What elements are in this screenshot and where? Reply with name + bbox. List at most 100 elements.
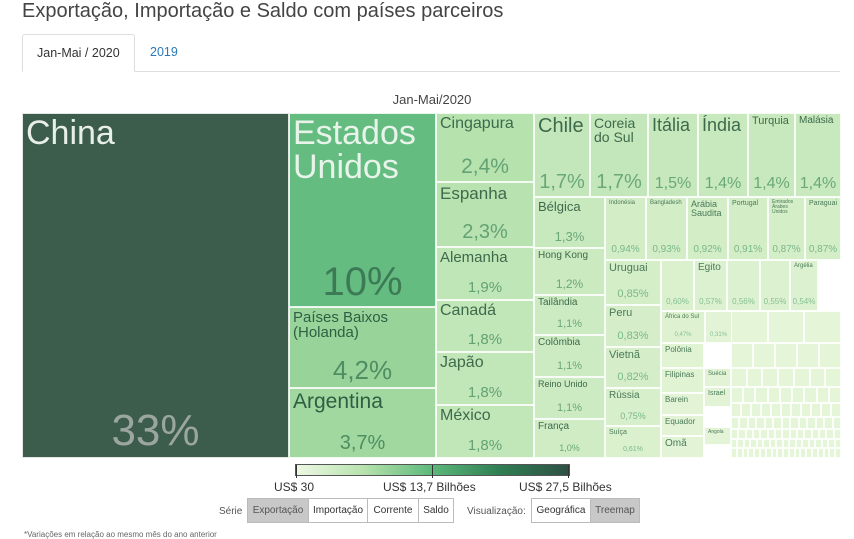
treemap-cell-small[interactable] (835, 448, 841, 458)
serie-exportacao-button[interactable]: Exportação (247, 498, 309, 523)
treemap-cell-small[interactable] (817, 387, 829, 403)
treemap-cell[interactable]: Egito0,57% (694, 260, 727, 311)
treemap-cell-small[interactable] (765, 417, 773, 429)
treemap-cell[interactable]: Reino Unido1,1% (534, 377, 605, 419)
treemap-cell-small[interactable] (812, 429, 819, 439)
treemap-cell[interactable]: Japão1,8% (436, 352, 534, 405)
treemap-cell-small[interactable] (783, 439, 789, 448)
treemap-cell-small[interactable] (829, 387, 841, 403)
treemap-cell-small[interactable] (771, 403, 781, 417)
treemap-cell[interactable]: Equador (661, 415, 704, 436)
treemap-cell[interactable]: Bangladesh0,93% (646, 197, 687, 260)
treemap-cell[interactable]: Colômbia1,1% (534, 335, 605, 377)
treemap-cell-small[interactable] (731, 311, 768, 343)
treemap-cell-small[interactable] (731, 387, 743, 403)
treemap-cell[interactable]: Chile1,7% (534, 113, 590, 197)
treemap-cell[interactable]: Índia1,4% (698, 113, 748, 197)
treemap-cell-small[interactable] (751, 403, 761, 417)
treemap-cell-small[interactable] (731, 429, 738, 439)
treemap-cell-small[interactable] (782, 429, 789, 439)
treemap-cell[interactable]: Turquia1,4% (748, 113, 795, 197)
treemap-cell[interactable]: Estados Unidos10% (289, 113, 436, 307)
treemap-cell-small[interactable] (731, 343, 753, 368)
treemap-cell-small[interactable] (755, 387, 767, 403)
treemap-cell[interactable]: Omã (661, 436, 704, 458)
treemap-cell[interactable]: Tailândia1,1% (534, 295, 605, 335)
treemap-cell-small[interactable] (762, 368, 778, 387)
treemap-cell[interactable]: Uruguai0,85% (605, 260, 661, 305)
treemap-cell-small[interactable] (835, 439, 841, 448)
treemap-cell[interactable]: Polônia (661, 343, 704, 368)
treemap-cell[interactable]: México1,8% (436, 405, 534, 458)
treemap-cell[interactable]: Cingapura2,4% (436, 113, 534, 182)
treemap-cell-small[interactable] (780, 387, 792, 403)
treemap-cell[interactable]: Arábia Saudita0,92% (687, 197, 728, 260)
treemap-cell[interactable]: Argentina3,7% (289, 388, 436, 458)
treemap-cell[interactable]: Hong Kong1,2% (534, 248, 605, 295)
serie-corrente-button[interactable]: Corrente (367, 498, 419, 523)
treemap-cell-small[interactable] (834, 429, 841, 439)
serie-importacao-button[interactable]: Importação (308, 498, 368, 523)
treemap-cell-small[interactable] (747, 368, 763, 387)
treemap-cell[interactable]: Suécia (704, 368, 731, 387)
treemap-cell[interactable]: Vietnã0,82% (605, 347, 661, 388)
treemap-cell-small[interactable] (773, 417, 781, 429)
treemap-cell-small[interactable] (801, 403, 811, 417)
treemap-cell[interactable]: Portugal0,91% (728, 197, 768, 260)
treemap-cell[interactable]: Barein (661, 393, 704, 415)
treemap-cell-small[interactable] (821, 403, 831, 417)
treemap-cell-small[interactable] (768, 387, 780, 403)
treemap-cell[interactable]: Coreia do Sul1,7% (590, 113, 648, 197)
treemap-cell-small[interactable] (739, 417, 747, 429)
treemap-cell[interactable]: Bélgica1,3% (534, 197, 605, 248)
treemap-cell-small[interactable] (804, 311, 841, 343)
treemap-cell-small[interactable] (804, 387, 816, 403)
treemap-cell-small[interactable] (778, 368, 794, 387)
treemap-cell[interactable]: 0,55% (760, 260, 790, 311)
treemap-cell-small[interactable] (816, 417, 824, 429)
treemap-cell-small[interactable] (743, 387, 755, 403)
treemap-cell-small[interactable] (825, 368, 841, 387)
treemap-cell-small[interactable] (804, 429, 811, 439)
treemap-cell[interactable]: Alemanha1,9% (436, 247, 534, 300)
treemap-cell-small[interactable] (753, 343, 775, 368)
treemap-cell-small[interactable] (810, 368, 826, 387)
treemap-cell-small[interactable] (775, 429, 782, 439)
vis-treemap-button[interactable]: Treemap (590, 498, 640, 523)
treemap-cell[interactable]: 0,60% (661, 260, 694, 311)
treemap-cell-small[interactable] (753, 429, 760, 439)
tab-jan-mai-2020[interactable]: Jan-Mai / 2020 (22, 34, 135, 72)
treemap-cell-small[interactable] (791, 403, 801, 417)
treemap-cell-small[interactable] (826, 429, 833, 439)
treemap-cell[interactable]: Itália1,5% (648, 113, 698, 197)
treemap-cell[interactable]: Paraguai0,87% (805, 197, 841, 260)
treemap-cell-small[interactable] (756, 417, 764, 429)
treemap-cell-small[interactable] (824, 417, 832, 429)
treemap-cell-small[interactable] (741, 403, 751, 417)
treemap-cell-small[interactable] (797, 343, 819, 368)
treemap-cell-small[interactable] (782, 417, 790, 429)
treemap-cell[interactable]: China33% (22, 113, 289, 458)
treemap-cell-small[interactable] (738, 429, 745, 439)
treemap-cell[interactable]: Malásia1,4% (795, 113, 841, 197)
treemap-cell[interactable]: Emirados Árabes Unidos0,87% (768, 197, 805, 260)
treemap-cell-small[interactable] (799, 417, 807, 429)
treemap-cell[interactable]: França1,0% (534, 419, 605, 458)
treemap-cell[interactable]: 0,56% (727, 260, 760, 311)
treemap-cell-small[interactable] (781, 403, 791, 417)
treemap-cell[interactable]: 0,31% (705, 311, 732, 343)
treemap-cell-small[interactable] (807, 417, 815, 429)
treemap-cell-small[interactable] (797, 429, 804, 439)
tab-2019[interactable]: 2019 (136, 34, 192, 70)
treemap-cell[interactable]: Peru0,83% (605, 305, 661, 347)
treemap-cell[interactable]: Espanha2,3% (436, 182, 534, 247)
treemap-cell-small[interactable] (831, 403, 841, 417)
treemap-cell-small[interactable] (819, 343, 841, 368)
treemap-cell-small[interactable] (790, 417, 798, 429)
treemap-cell-small[interactable] (731, 403, 741, 417)
vis-geografica-button[interactable]: Geográfica (531, 498, 591, 523)
treemap-cell-small[interactable] (731, 417, 739, 429)
treemap-cell[interactable]: Indonésia0,94% (605, 197, 646, 260)
treemap-cell[interactable]: Argélia0,54% (790, 260, 818, 311)
treemap-cell-small[interactable] (768, 429, 775, 439)
